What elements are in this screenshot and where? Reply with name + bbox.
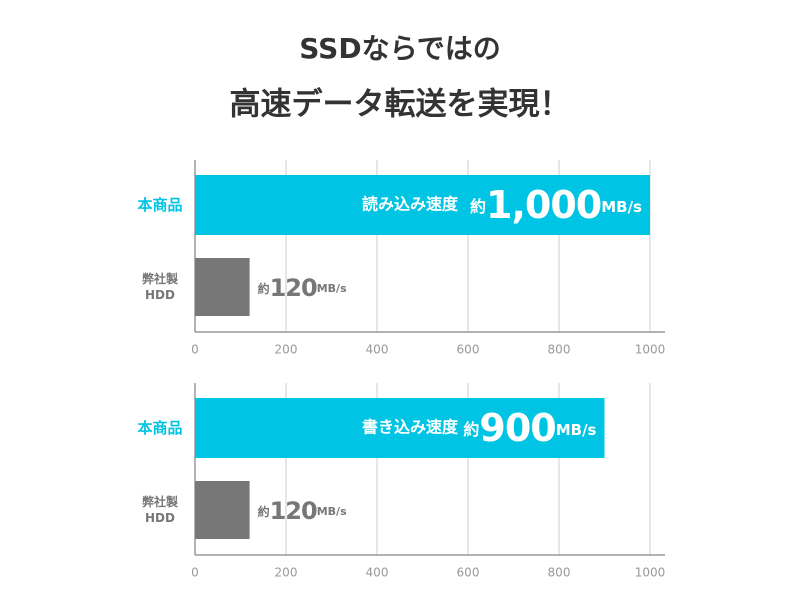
text-part: 120 — [270, 497, 317, 525]
title-line: 高速データ転送を実現！ — [230, 87, 571, 123]
text-part: MB/s — [556, 421, 597, 439]
title-line: SSDならではの — [299, 32, 500, 65]
x-tick-label: 200 — [275, 343, 298, 357]
y-tick-label: 本商品 — [137, 419, 182, 437]
y-tick-label: 弊社製 HDD — [142, 271, 179, 302]
x-tick-label: 600 — [457, 566, 480, 580]
metric-label: 書き込み速度 — [362, 418, 459, 437]
bar — [195, 481, 250, 539]
text-part: 900 — [479, 406, 555, 450]
value-label: 約1,000MB/s — [470, 183, 642, 227]
metric-label: 読み込み速度 — [362, 195, 459, 214]
x-tick-label: 0 — [191, 343, 199, 357]
bar — [195, 175, 650, 235]
text-part: 約 — [470, 197, 486, 216]
bar — [195, 398, 605, 458]
text-part: 約 — [463, 420, 479, 439]
text-part: MB/s — [317, 282, 347, 295]
text-part: 約 — [258, 281, 270, 296]
x-tick-label: 400 — [366, 343, 389, 357]
text-part: MB/s — [317, 505, 347, 518]
value-label: 約900MB/s — [463, 406, 596, 450]
x-tick-label: 800 — [548, 343, 571, 357]
value-label: 約120MB/s — [258, 497, 347, 525]
x-tick-label: 1000 — [635, 566, 666, 580]
text-part: 弊社製 — [142, 271, 179, 286]
x-tick-label: 0 — [191, 566, 199, 580]
text-part: 弊社製 — [142, 494, 179, 509]
value-label: 約120MB/s — [258, 274, 347, 302]
x-tick-label: 200 — [275, 566, 298, 580]
text-part: 本商品 — [137, 196, 182, 214]
x-tick-label: 1000 — [635, 343, 666, 357]
text-part: HDD — [145, 511, 175, 525]
text-part: 120 — [270, 274, 317, 302]
text-part: 1,000 — [486, 183, 601, 227]
x-tick-label: 400 — [366, 566, 389, 580]
text-part: MB/s — [601, 198, 642, 216]
text-part: HDD — [145, 288, 175, 302]
x-tick-label: 800 — [548, 566, 571, 580]
x-tick-label: 600 — [457, 343, 480, 357]
y-tick-label: 本商品 — [137, 196, 182, 214]
bar — [195, 258, 250, 316]
y-tick-label: 弊社製 HDD — [142, 494, 179, 525]
text-part: 本商品 — [137, 419, 182, 437]
text-part: 約 — [258, 504, 270, 519]
